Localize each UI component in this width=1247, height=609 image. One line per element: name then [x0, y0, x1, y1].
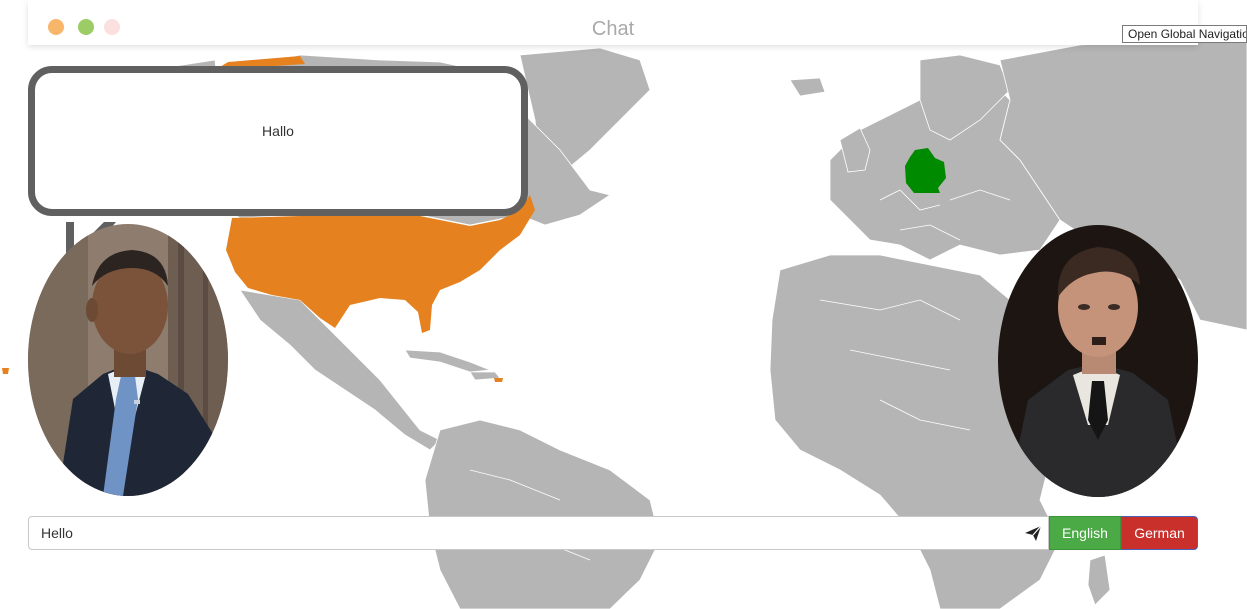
global-navigation-tooltip: Open Global Navigatio — [1122, 25, 1247, 43]
map-iceland — [789, 77, 826, 97]
chat-window-header: Chat — [28, 0, 1198, 45]
german-language-button[interactable]: German — [1121, 516, 1198, 550]
map-scandinavia — [919, 54, 1011, 141]
english-language-button[interactable]: English — [1049, 516, 1121, 550]
minimize-window-button[interactable] — [78, 19, 94, 35]
map-south-america — [424, 419, 661, 609]
map-us-dot-2 — [494, 378, 503, 382]
maximize-window-button[interactable] — [104, 19, 120, 35]
send-icon[interactable] — [1024, 524, 1042, 542]
translated-message: Hallo — [262, 123, 294, 139]
map-cuba — [404, 349, 491, 373]
window-title: Chat — [591, 18, 635, 40]
close-window-button[interactable] — [48, 19, 64, 35]
map-germany — [905, 148, 946, 193]
speech-bubble: Hallo — [28, 66, 528, 216]
map-united-states — [215, 56, 535, 333]
avatar-english-speaker — [28, 224, 228, 496]
map-madagascar — [1087, 554, 1111, 606]
map-mexico — [239, 289, 441, 451]
message-input-bar: English German — [28, 516, 1198, 550]
map-us-dot-1 — [2, 368, 9, 374]
avatar-german-speaker — [998, 225, 1198, 497]
message-input[interactable] — [28, 516, 1049, 550]
map-uk — [839, 127, 871, 173]
